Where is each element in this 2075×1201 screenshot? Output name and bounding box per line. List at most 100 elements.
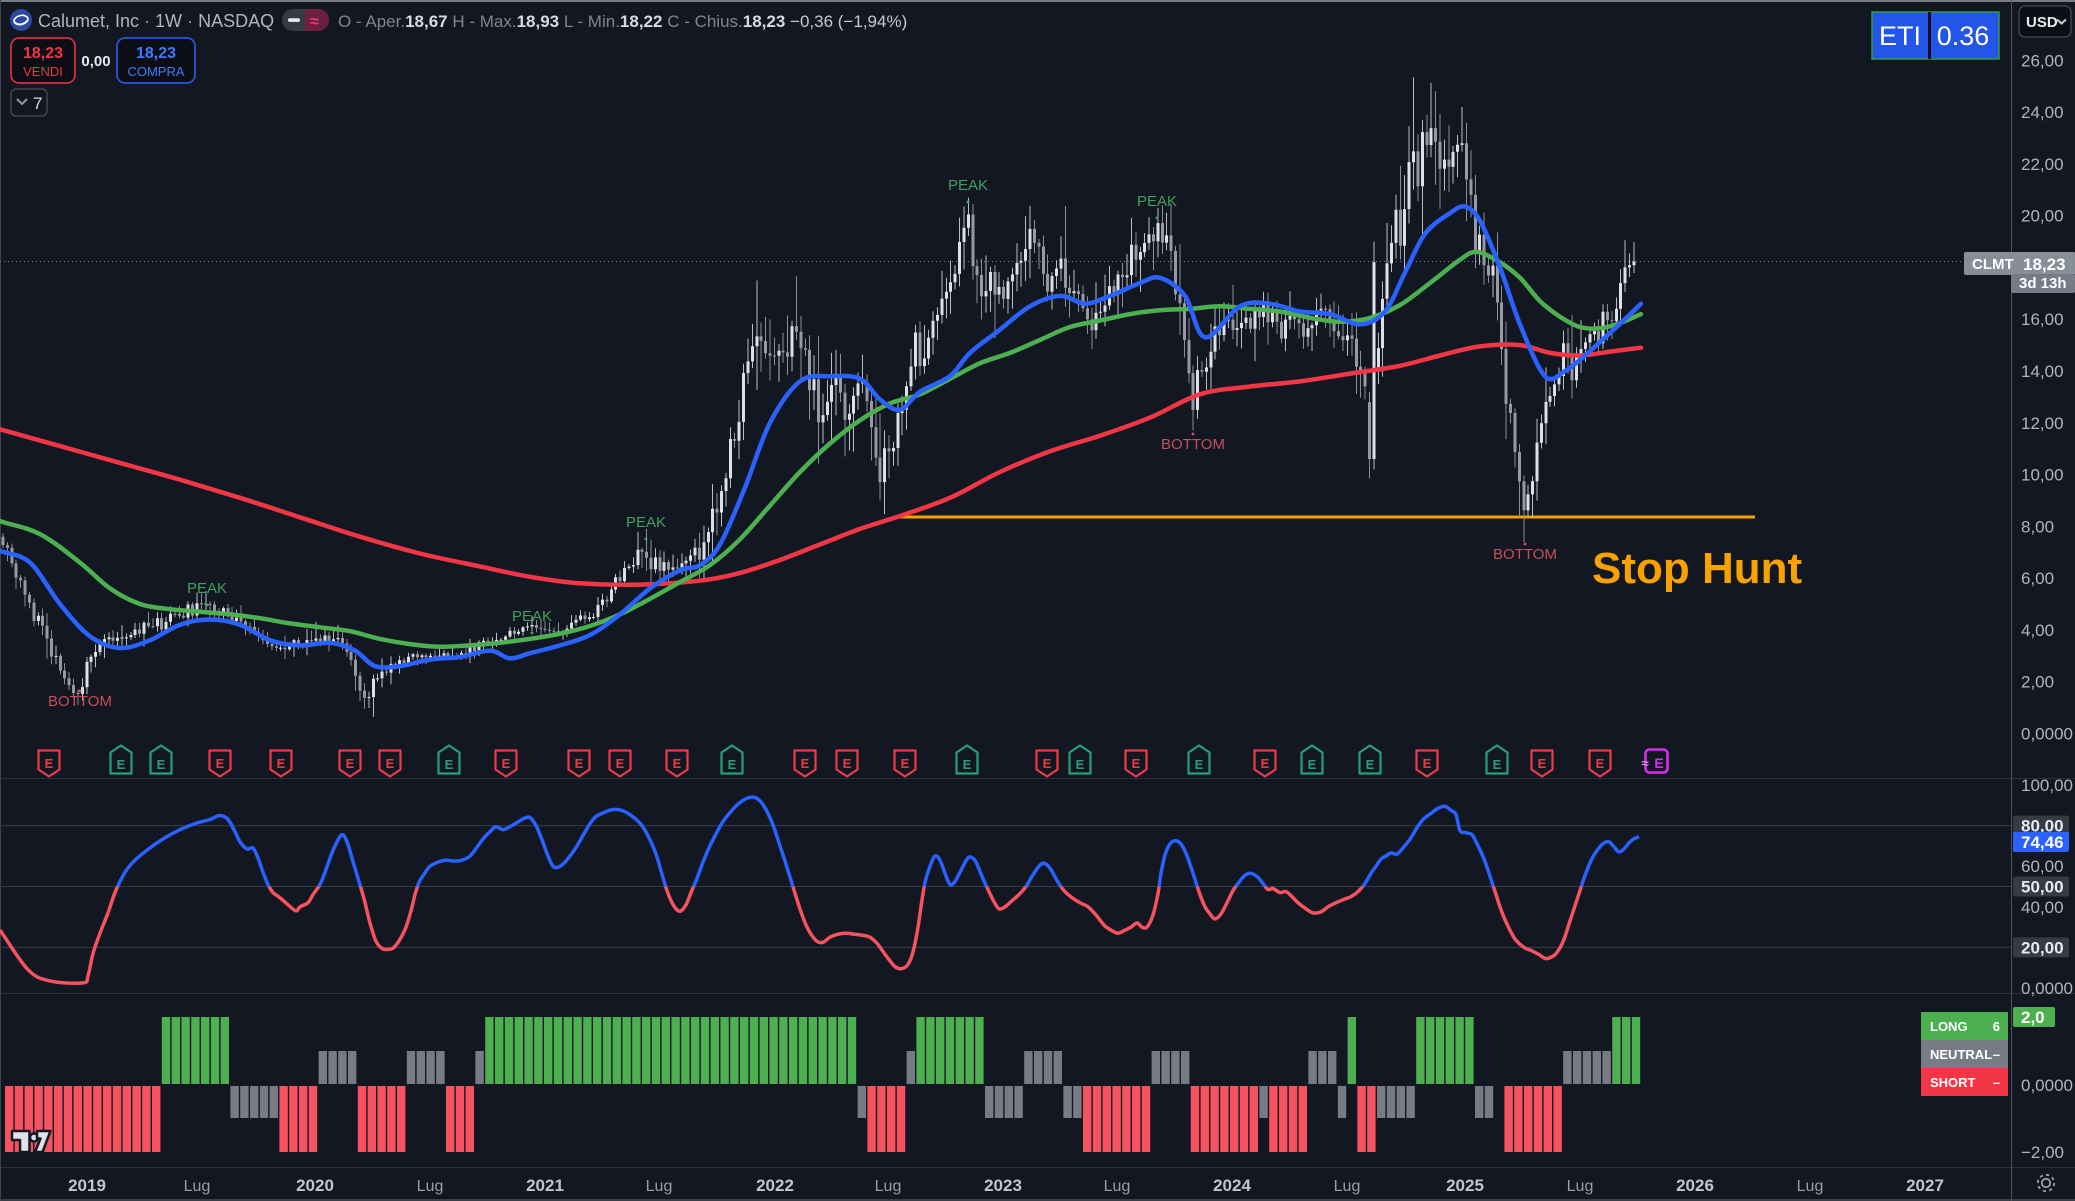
svg-text:18,23: 18,23 — [2023, 255, 2066, 274]
svg-text:18,23: 18,23 — [136, 45, 176, 62]
svg-text:PEAK: PEAK — [512, 608, 552, 625]
svg-text:E: E — [673, 756, 682, 771]
svg-text:0.36: 0.36 — [1937, 21, 1990, 51]
svg-text:16,00: 16,00 — [2021, 310, 2064, 329]
svg-text:VENDI: VENDI — [23, 64, 63, 79]
svg-text:PEAK: PEAK — [948, 177, 988, 194]
svg-text:E: E — [575, 756, 584, 771]
svg-text:Stop Hunt: Stop Hunt — [1592, 544, 1803, 593]
svg-text:SHORT: SHORT — [1930, 1075, 1976, 1090]
svg-text:2025: 2025 — [1446, 1176, 1484, 1195]
svg-text:E: E — [216, 756, 225, 771]
svg-text:26,00: 26,00 — [2021, 51, 2064, 70]
svg-text:O - Aper.18,67 H - Max.18,93 L: O - Aper.18,67 H - Max.18,93 L - Min.18,… — [338, 12, 907, 31]
svg-text:COMPRA: COMPRA — [127, 64, 184, 79]
svg-text:E: E — [445, 757, 454, 772]
svg-text:E: E — [1493, 757, 1502, 772]
svg-text:2,0: 2,0 — [2021, 1008, 2045, 1027]
svg-text:8,00: 8,00 — [2021, 517, 2054, 536]
svg-text:18,23: 18,23 — [23, 45, 63, 62]
svg-text:BOTTOM: BOTTOM — [1493, 546, 1557, 563]
svg-text:E: E — [1261, 756, 1270, 771]
svg-text:6: 6 — [1993, 1019, 2000, 1034]
svg-text:Lug: Lug — [184, 1178, 211, 1195]
svg-text:2019: 2019 — [68, 1176, 106, 1195]
svg-text:20,00: 20,00 — [2021, 938, 2064, 957]
svg-text:E: E — [843, 756, 852, 771]
svg-text:80,00: 80,00 — [2021, 817, 2064, 836]
svg-text:–: – — [1993, 1075, 2000, 1090]
svg-text:Lug: Lug — [1334, 1178, 1361, 1195]
svg-text:–: – — [1993, 1047, 2000, 1062]
svg-text:E: E — [1308, 757, 1317, 772]
svg-text:50,00: 50,00 — [2021, 878, 2064, 897]
svg-text:E: E — [963, 757, 972, 772]
svg-text:6,00: 6,00 — [2021, 569, 2054, 588]
svg-text:E: E — [1654, 755, 1663, 771]
svg-text:Lug: Lug — [646, 1178, 673, 1195]
svg-text:E: E — [277, 756, 286, 771]
svg-text:40,00: 40,00 — [2021, 898, 2064, 917]
svg-text:USD: USD — [2026, 14, 2058, 31]
svg-text:−2,00: −2,00 — [2021, 1143, 2064, 1162]
svg-text:2020: 2020 — [296, 1176, 334, 1195]
svg-text:2021: 2021 — [526, 1176, 564, 1195]
svg-text:Lug: Lug — [875, 1178, 902, 1195]
svg-text:PEAK: PEAK — [187, 580, 227, 597]
svg-text:2,00: 2,00 — [2021, 673, 2054, 692]
svg-text:0,0000: 0,0000 — [2021, 724, 2073, 743]
svg-text:0,0000: 0,0000 — [2021, 979, 2073, 998]
svg-text:7: 7 — [33, 94, 42, 113]
svg-text:0,0000: 0,0000 — [2021, 1076, 2073, 1095]
svg-text:Lug: Lug — [1567, 1178, 1594, 1195]
svg-text:Lug: Lug — [417, 1178, 444, 1195]
svg-text:BOTTOM: BOTTOM — [48, 693, 112, 710]
svg-text:E: E — [386, 756, 395, 771]
svg-text:14,00: 14,00 — [2021, 362, 2064, 381]
svg-text:E: E — [117, 757, 126, 772]
svg-text:E: E — [801, 756, 810, 771]
svg-text:E: E — [901, 756, 910, 771]
svg-text:100,00: 100,00 — [2021, 776, 2073, 795]
svg-text:22,00: 22,00 — [2021, 155, 2064, 174]
svg-text:2023: 2023 — [984, 1176, 1022, 1195]
svg-text:74,46: 74,46 — [2021, 833, 2064, 852]
svg-text:E: E — [1076, 757, 1085, 772]
svg-text:≈: ≈ — [310, 14, 319, 31]
svg-text:E: E — [1423, 756, 1432, 771]
svg-text:NEUTRAL: NEUTRAL — [1930, 1047, 1992, 1062]
svg-text:4,00: 4,00 — [2021, 621, 2054, 640]
svg-text:60,00: 60,00 — [2021, 857, 2064, 876]
svg-text:Lug: Lug — [1104, 1178, 1131, 1195]
svg-text:20,00: 20,00 — [2021, 207, 2064, 226]
svg-text:E: E — [1538, 756, 1547, 771]
svg-text:E: E — [45, 756, 54, 771]
svg-text:E: E — [616, 756, 625, 771]
svg-text:E: E — [1132, 756, 1141, 771]
svg-text:Lug: Lug — [1797, 1178, 1824, 1195]
svg-text:24,00: 24,00 — [2021, 103, 2064, 122]
svg-text:2027: 2027 — [1906, 1176, 1944, 1195]
svg-text:12,00: 12,00 — [2021, 414, 2064, 433]
svg-text:Calumet, Inc · 1W · NASDAQ: Calumet, Inc · 1W · NASDAQ — [38, 11, 274, 31]
svg-text:2024: 2024 — [1213, 1176, 1251, 1195]
svg-text:E: E — [1043, 756, 1052, 771]
svg-text:E: E — [157, 757, 166, 772]
svg-text:10,00: 10,00 — [2021, 466, 2064, 485]
svg-text:BOTTOM: BOTTOM — [1161, 436, 1225, 453]
svg-text:E: E — [1195, 757, 1204, 772]
svg-text:E: E — [1596, 756, 1605, 771]
svg-text:ETI: ETI — [1879, 21, 1921, 51]
svg-text:0,00: 0,00 — [81, 53, 110, 70]
svg-text:≈: ≈ — [1641, 755, 1649, 771]
svg-text:E: E — [502, 756, 511, 771]
svg-text:2022: 2022 — [756, 1176, 794, 1195]
svg-text:E: E — [1366, 757, 1375, 772]
svg-text:LONG: LONG — [1930, 1019, 1968, 1034]
svg-text:PEAK: PEAK — [1137, 193, 1177, 210]
svg-text:E: E — [728, 757, 737, 772]
svg-text:2026: 2026 — [1676, 1176, 1714, 1195]
svg-text:E: E — [346, 756, 355, 771]
svg-text:3d 13h: 3d 13h — [2019, 275, 2067, 292]
svg-text:CLMT: CLMT — [1972, 256, 2014, 273]
